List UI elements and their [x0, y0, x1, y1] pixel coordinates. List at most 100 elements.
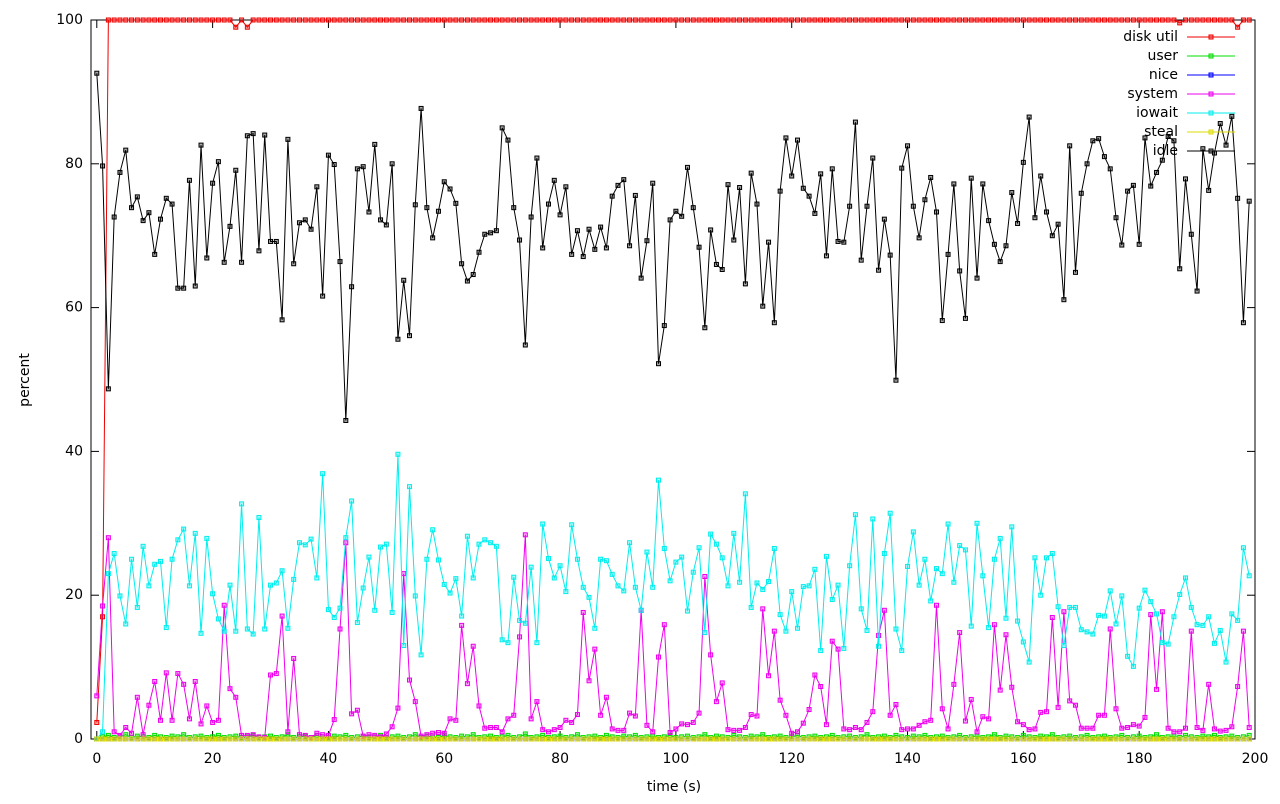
data-point — [679, 736, 685, 742]
data-point — [1061, 609, 1067, 615]
data-point — [1165, 17, 1171, 23]
data-point — [760, 732, 766, 738]
data-point — [331, 733, 337, 739]
data-point — [221, 259, 227, 265]
data-point — [841, 726, 847, 732]
data-point — [1240, 545, 1246, 551]
data-point — [876, 643, 882, 649]
data-point — [656, 361, 662, 367]
y-axis-label: percent — [17, 353, 33, 407]
data-point — [742, 17, 748, 23]
data-point — [1061, 643, 1067, 649]
data-point — [742, 491, 748, 497]
data-point — [152, 251, 158, 257]
data-point — [1229, 733, 1235, 739]
data-point — [563, 589, 569, 595]
data-point — [841, 736, 847, 742]
data-point — [308, 536, 314, 542]
data-point — [1240, 320, 1246, 326]
data-point — [401, 277, 407, 283]
data-point — [337, 259, 343, 265]
data-point — [818, 648, 824, 654]
data-point — [291, 17, 297, 23]
data-point — [331, 17, 337, 23]
series-line — [96, 454, 1250, 740]
data-point — [1148, 612, 1154, 618]
data-point — [522, 17, 528, 23]
data-point — [615, 583, 621, 589]
data-point — [684, 722, 690, 728]
data-point — [800, 584, 806, 590]
data-point — [783, 736, 789, 742]
data-point — [800, 185, 806, 191]
data-point — [204, 255, 210, 261]
data-point — [771, 17, 777, 23]
data-point — [545, 729, 551, 735]
data-point — [731, 17, 737, 23]
data-point — [511, 574, 517, 580]
data-point — [638, 17, 644, 23]
data-point — [957, 17, 963, 23]
data-point — [383, 736, 389, 742]
data-point — [754, 736, 760, 742]
data-point — [256, 736, 262, 742]
data-point — [766, 17, 772, 23]
data-point — [140, 736, 146, 742]
data-point — [169, 17, 175, 23]
data-point — [517, 736, 523, 742]
data-point — [430, 17, 436, 23]
data-point — [1032, 555, 1038, 561]
data-point — [835, 582, 841, 588]
data-point — [922, 17, 928, 23]
data-point — [221, 602, 227, 608]
data-point — [962, 315, 968, 321]
data-point — [1206, 614, 1212, 620]
data-point — [331, 614, 337, 620]
data-point — [1130, 182, 1136, 188]
data-point — [325, 607, 331, 613]
data-point — [679, 554, 685, 560]
data-point — [852, 724, 858, 730]
data-point — [129, 730, 135, 736]
data-point — [650, 17, 656, 23]
data-point — [1223, 17, 1229, 23]
data-point — [603, 558, 609, 564]
legend-label: iowait — [1136, 105, 1178, 121]
data-point — [250, 732, 256, 738]
data-point — [777, 17, 783, 23]
data-point — [540, 17, 546, 23]
data-point — [551, 177, 557, 183]
data-point — [754, 580, 760, 586]
data-point — [928, 174, 934, 180]
data-point — [192, 283, 198, 289]
data-point — [910, 736, 916, 742]
data-point — [198, 142, 204, 148]
data-point — [1246, 573, 1252, 579]
data-point — [1229, 736, 1235, 742]
data-point — [609, 17, 615, 23]
data-point — [656, 654, 662, 660]
data-point — [459, 622, 465, 628]
data-point — [922, 719, 928, 725]
data-point — [389, 736, 395, 742]
data-point — [1119, 17, 1125, 23]
data-point — [505, 736, 511, 742]
data-point — [580, 609, 586, 615]
data-point — [1096, 17, 1102, 23]
data-point — [534, 699, 540, 705]
data-point — [847, 733, 853, 739]
data-point — [910, 529, 916, 535]
data-point — [627, 540, 633, 546]
data-point — [569, 251, 575, 257]
data-point — [1171, 614, 1177, 620]
data-point — [1101, 736, 1107, 742]
data-point — [407, 333, 413, 339]
data-point — [493, 736, 499, 742]
data-point — [1020, 159, 1026, 165]
data-point — [470, 272, 476, 278]
data-point — [858, 257, 864, 263]
data-point — [435, 736, 441, 742]
data-point — [129, 17, 135, 23]
data-point — [598, 17, 604, 23]
data-point — [592, 733, 598, 739]
